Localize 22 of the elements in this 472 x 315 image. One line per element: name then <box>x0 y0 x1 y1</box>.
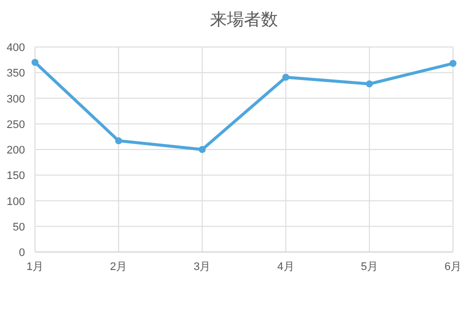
x-tick-label: 5月 <box>360 261 378 273</box>
y-tick-label: 150 <box>6 170 25 182</box>
x-tick-label: 6月 <box>444 261 462 273</box>
x-tick-label: 3月 <box>194 261 211 273</box>
point <box>198 146 206 153</box>
point <box>366 80 373 88</box>
point <box>282 74 290 81</box>
x-tick-label: 2月 <box>110 261 128 273</box>
point <box>115 137 122 144</box>
x-tick-label: 1月 <box>26 261 44 273</box>
chart-title: 来場者数 <box>210 10 278 29</box>
y-tick-label: 300 <box>6 93 25 106</box>
y-tick-label: 350 <box>6 68 25 80</box>
y-tick-label: 50 <box>12 221 25 234</box>
point <box>32 58 38 66</box>
y-tick-label: 100 <box>6 196 25 208</box>
x-tick-label: 4月 <box>277 261 294 273</box>
y-tick-label: 200 <box>6 144 25 156</box>
y-tick-label: 400 <box>6 42 25 54</box>
y-tick-label: 250 <box>6 118 25 131</box>
point <box>450 60 456 67</box>
y-tick-label: 0 <box>18 247 25 259</box>
